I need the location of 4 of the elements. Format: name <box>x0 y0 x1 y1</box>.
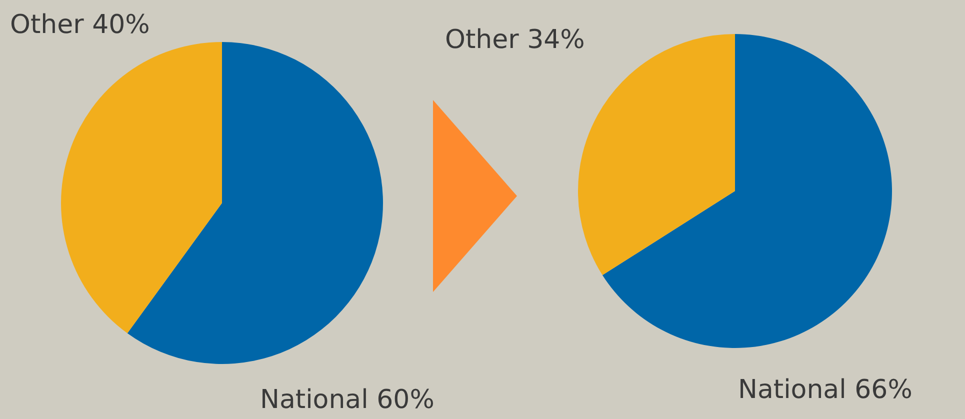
slice-label: National 66% <box>738 375 912 405</box>
slice-label: Other 34% <box>445 25 585 55</box>
slice-label: Other 40% <box>10 10 150 40</box>
slice-label: National 60% <box>260 385 434 415</box>
